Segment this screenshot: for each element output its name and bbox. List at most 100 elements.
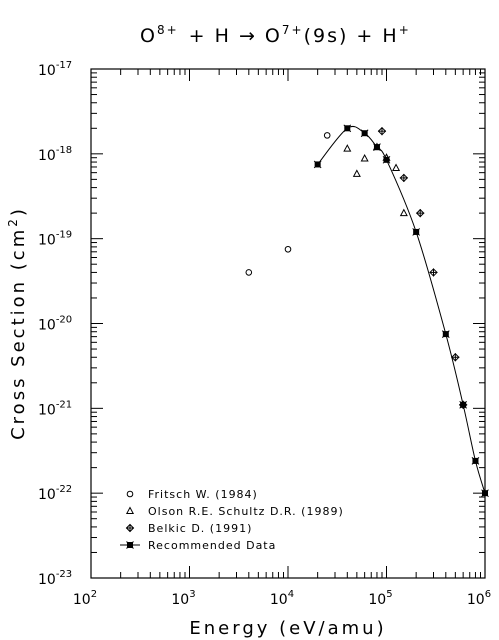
y-tick-label-exponent: -22 [56,484,72,495]
data-point [313,160,322,169]
y-tick-label: 10-21 [38,399,72,418]
y-axis-label-text: Cross Section (cm [8,227,29,440]
axis-ticks [90,69,485,579]
data-point [481,489,489,498]
y-tick-label-exponent: -19 [56,230,72,241]
x-tick-label-base: 10 [171,592,189,608]
data-point [360,153,369,162]
title-part: + H → O [189,25,282,47]
series-line [317,125,486,494]
x-tick-label-base: 10 [270,592,288,608]
data-point [373,143,381,151]
data-point [451,353,460,362]
data-point [399,173,409,183]
x-tick-label: 103 [171,589,195,608]
legend-label: Belkic D. (1991) [148,522,252,535]
y-tick-label-base: 10 [38,572,56,588]
data-point [429,268,438,277]
marker-cross [126,541,134,549]
data-point [459,400,468,409]
data-point [471,457,480,465]
x-tick-label: 106 [467,589,491,608]
legend-entry: Recommended Data [120,539,276,552]
legend-entry: Belkic D. (1991) [125,522,252,535]
marker-circle [323,132,331,139]
y-tick-label-exponent: -20 [56,315,72,326]
y-tick-label-exponent: -21 [56,399,72,410]
y-tick-label: 10-18 [38,145,72,164]
y-axis-label: Cross Section (cm2) [6,206,29,440]
y-tick-label-base: 10 [38,487,56,503]
y-tick-label: 10-20 [38,315,72,334]
marker-circle [126,490,134,498]
legend-label: Fritsch W. (1984) [148,488,258,501]
plot-frame [90,68,486,579]
y-tick-label-base: 10 [38,148,56,164]
data-series [245,124,489,498]
x-tick-label: 102 [73,589,97,608]
data-point [343,144,352,152]
marker-triangle [392,163,401,172]
marker-cross [373,143,381,151]
marker-cross [412,228,421,236]
y-tick-label-base: 10 [38,318,56,334]
data-point [377,126,387,136]
x-tick-label-exponent: 6 [485,589,491,600]
data-point [323,132,331,139]
data-point [392,163,401,172]
marker-cross [471,457,480,465]
marker-triangle [399,208,408,217]
y-tick-label: 10-22 [38,484,72,503]
legend-marker [126,541,134,549]
chart-title: O8+ + H → O7+(9s) + H+ [140,23,411,47]
data-point [416,208,425,218]
marker-cross [459,400,468,409]
y-tick-label-exponent: -23 [56,569,72,580]
data-point [343,124,352,133]
y-axis-label-text: ) [8,206,29,216]
marker-circle [245,269,253,276]
x-tick-label-base: 10 [467,592,485,608]
data-point [441,330,450,338]
y-tick-label: 10-23 [38,569,72,588]
y-tick-label-base: 10 [38,63,56,79]
x-tick-label-exponent: 3 [189,589,195,600]
legend-marker [126,490,134,498]
title-part: O [140,25,157,47]
y-axis-label-superscript: 2 [6,216,20,227]
y-tick-label-exponent: -18 [56,145,72,156]
data-point [284,245,292,253]
legend-label: Recommended Data [148,539,276,552]
marker-cross [441,330,450,338]
series-square-cross [313,124,489,498]
y-tick-label-base: 10 [38,402,56,418]
series-triangle [343,142,408,217]
legend-marker [125,523,135,533]
legend-marker [125,506,135,514]
x-tick-label-base: 10 [368,592,386,608]
marker-circle [284,245,292,253]
data-point [382,155,391,164]
data-point [245,269,253,276]
marker-cross [343,124,352,133]
y-tick-label: 10-19 [38,230,72,249]
data-point [352,169,361,177]
legend-label: Olson R.E. Schultz D.R. (1989) [148,505,344,518]
marker-triangle [360,153,369,162]
marker-cross [382,155,391,164]
x-tick-label: 105 [368,589,392,608]
legend-entry: Fritsch W. (1984) [126,488,258,501]
legend-entry: Olson R.E. Schultz D.R. (1989) [125,505,344,518]
series-circle [245,132,331,276]
data-point [412,228,421,236]
title-superscript: 7+ [282,23,304,37]
marker-cross [481,489,489,498]
marker-cross [360,129,369,138]
x-tick-label-exponent: 2 [91,589,97,600]
title-part: (9s) + H [304,25,399,47]
data-point [360,129,369,138]
marker-triangle [352,169,361,177]
x-axis-label: Energy (eV/amu) [189,618,386,639]
